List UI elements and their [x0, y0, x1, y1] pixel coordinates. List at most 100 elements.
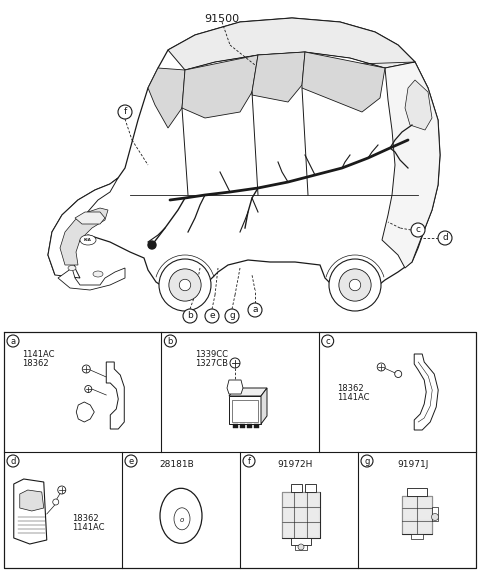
Text: 91972H: 91972H	[277, 460, 312, 469]
Text: KIA: KIA	[84, 238, 92, 242]
Text: e: e	[209, 312, 215, 320]
Text: 1339CC: 1339CC	[195, 350, 228, 359]
Circle shape	[180, 279, 191, 291]
Circle shape	[395, 371, 402, 377]
Circle shape	[329, 259, 381, 311]
Circle shape	[298, 544, 304, 550]
Polygon shape	[168, 18, 415, 70]
Ellipse shape	[93, 271, 103, 277]
Bar	[411, 534, 423, 539]
Circle shape	[58, 486, 66, 494]
Circle shape	[183, 309, 197, 323]
Text: o: o	[180, 517, 184, 523]
Text: d: d	[442, 234, 448, 243]
Text: 1141AC: 1141AC	[72, 523, 105, 532]
Bar	[282, 492, 320, 538]
Polygon shape	[402, 521, 417, 533]
Bar	[4, 332, 476, 568]
Circle shape	[377, 363, 385, 371]
Bar	[291, 484, 302, 492]
Text: b: b	[168, 336, 173, 345]
Text: 1141AC: 1141AC	[22, 350, 55, 359]
Polygon shape	[76, 402, 94, 422]
Circle shape	[148, 241, 156, 249]
Polygon shape	[148, 68, 185, 128]
Polygon shape	[229, 388, 267, 396]
Bar	[432, 507, 438, 521]
Text: d: d	[10, 456, 16, 465]
Text: e: e	[128, 456, 133, 465]
Polygon shape	[294, 507, 306, 522]
Text: 18362: 18362	[336, 384, 363, 393]
Polygon shape	[182, 55, 258, 118]
Text: 28181B: 28181B	[160, 460, 194, 469]
Bar	[233, 424, 238, 428]
Polygon shape	[227, 380, 243, 394]
Circle shape	[125, 455, 137, 467]
Circle shape	[7, 455, 19, 467]
Text: 1327CB: 1327CB	[195, 359, 228, 368]
Polygon shape	[414, 354, 438, 430]
Circle shape	[361, 455, 373, 467]
Text: 18362: 18362	[72, 514, 98, 523]
Circle shape	[225, 309, 239, 323]
Circle shape	[82, 365, 90, 373]
Polygon shape	[58, 268, 125, 290]
Circle shape	[432, 513, 439, 521]
Polygon shape	[417, 521, 432, 533]
Text: f: f	[248, 456, 251, 465]
Circle shape	[349, 279, 361, 291]
Polygon shape	[307, 507, 319, 522]
Bar	[305, 484, 316, 492]
Circle shape	[169, 269, 201, 301]
Text: 18362: 18362	[22, 359, 48, 368]
Circle shape	[7, 335, 19, 347]
Circle shape	[339, 269, 371, 301]
Polygon shape	[48, 18, 440, 296]
Circle shape	[159, 259, 211, 311]
Polygon shape	[402, 508, 417, 520]
Text: c: c	[416, 226, 420, 235]
Text: b: b	[187, 312, 193, 320]
Polygon shape	[75, 212, 105, 224]
Bar	[240, 424, 245, 428]
Polygon shape	[417, 496, 432, 508]
Circle shape	[243, 455, 255, 467]
Bar	[232, 400, 258, 422]
Polygon shape	[302, 52, 385, 112]
Bar	[254, 424, 259, 428]
Polygon shape	[382, 62, 440, 268]
Ellipse shape	[68, 266, 76, 271]
Ellipse shape	[160, 488, 202, 543]
Polygon shape	[307, 492, 319, 507]
Circle shape	[248, 303, 262, 317]
Text: g: g	[364, 456, 370, 465]
Circle shape	[205, 309, 219, 323]
Circle shape	[411, 223, 425, 237]
Circle shape	[118, 105, 132, 119]
Bar	[402, 496, 432, 534]
Polygon shape	[405, 80, 432, 130]
Text: 91500: 91500	[204, 14, 240, 24]
Polygon shape	[261, 388, 267, 424]
Bar	[291, 538, 311, 545]
Text: a: a	[11, 336, 15, 345]
Text: 1141AC: 1141AC	[336, 393, 369, 402]
Circle shape	[230, 358, 240, 368]
Polygon shape	[294, 492, 306, 507]
Circle shape	[85, 385, 92, 392]
Polygon shape	[402, 496, 417, 508]
Polygon shape	[294, 522, 306, 537]
Text: 91971J: 91971J	[397, 460, 429, 469]
Text: a: a	[252, 305, 258, 315]
Circle shape	[164, 335, 176, 347]
Polygon shape	[282, 507, 294, 522]
Polygon shape	[48, 178, 118, 278]
Polygon shape	[417, 508, 432, 520]
Polygon shape	[282, 522, 294, 537]
Polygon shape	[307, 522, 319, 537]
Bar	[247, 424, 252, 428]
Bar	[229, 396, 261, 424]
Text: c: c	[325, 336, 330, 345]
Bar	[407, 488, 427, 496]
